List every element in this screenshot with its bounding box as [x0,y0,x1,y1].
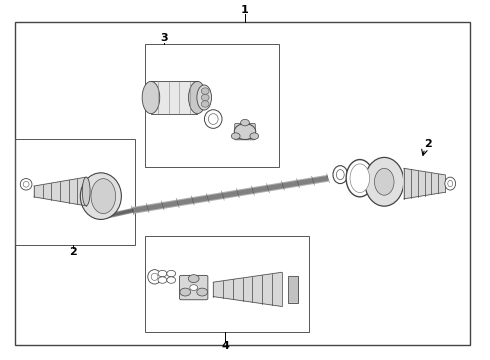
Ellipse shape [204,110,222,129]
Ellipse shape [180,288,191,296]
Ellipse shape [167,270,175,277]
Ellipse shape [336,170,344,180]
Polygon shape [34,177,86,206]
Bar [15,139,135,244]
Ellipse shape [189,81,206,114]
Ellipse shape [379,186,390,192]
Bar [151,81,197,114]
Text: 2: 2 [424,139,432,149]
Ellipse shape [448,180,453,187]
Ellipse shape [201,101,209,107]
Ellipse shape [148,270,161,284]
Ellipse shape [234,124,256,139]
Ellipse shape [20,179,32,190]
Ellipse shape [346,159,373,197]
Ellipse shape [190,285,197,291]
Ellipse shape [197,288,208,296]
Ellipse shape [379,171,390,178]
Ellipse shape [80,173,122,220]
Text: 4: 4 [221,341,229,351]
Ellipse shape [151,273,158,280]
Ellipse shape [333,166,347,184]
FancyBboxPatch shape [235,123,255,140]
Ellipse shape [91,179,116,213]
Ellipse shape [167,277,175,283]
Polygon shape [213,273,282,306]
Text: 2: 2 [69,247,77,257]
Ellipse shape [158,277,167,283]
Ellipse shape [445,177,456,190]
Text: 1: 1 [241,5,249,15]
Ellipse shape [241,120,249,126]
Ellipse shape [208,114,218,125]
Ellipse shape [201,94,209,101]
Ellipse shape [82,177,90,206]
Ellipse shape [23,181,29,187]
Ellipse shape [250,133,259,139]
Ellipse shape [379,179,390,185]
Text: 3: 3 [161,33,168,43]
Ellipse shape [142,81,160,114]
Ellipse shape [197,85,212,110]
Bar [288,276,298,303]
Ellipse shape [350,164,369,193]
Ellipse shape [201,88,209,94]
Bar [145,44,279,167]
Ellipse shape [365,157,404,206]
Polygon shape [404,168,445,199]
Ellipse shape [188,275,199,283]
Ellipse shape [158,270,167,277]
Ellipse shape [374,168,394,195]
Bar [145,235,309,332]
FancyBboxPatch shape [179,275,208,300]
Ellipse shape [231,133,240,139]
